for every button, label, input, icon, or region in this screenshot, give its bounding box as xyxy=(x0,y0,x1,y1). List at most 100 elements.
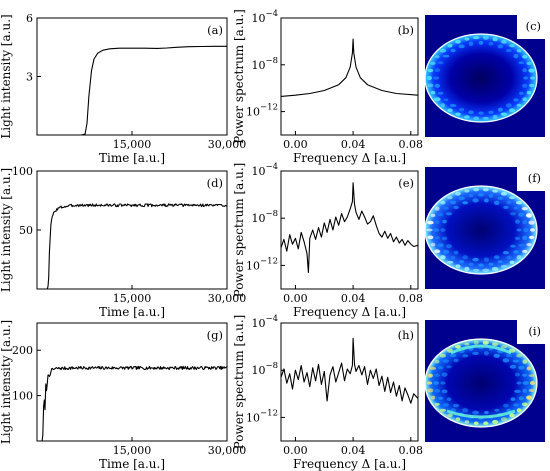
mode-speckle xyxy=(445,212,453,216)
mode-speckle xyxy=(500,345,508,349)
plot-frame xyxy=(36,322,228,442)
mode-speckle xyxy=(510,244,516,248)
mode-speckle xyxy=(447,413,453,418)
mode-speckle xyxy=(483,257,489,262)
mode-speckle xyxy=(427,235,434,240)
mode-speckle xyxy=(503,205,509,209)
mode-speckle xyxy=(522,373,528,377)
mode-speckle xyxy=(478,111,484,115)
mode-speckle xyxy=(447,196,453,200)
mode-speckle xyxy=(472,410,479,415)
mode-speckle xyxy=(435,220,440,224)
mode-speckle xyxy=(523,227,529,233)
mode-speckle xyxy=(523,76,529,80)
y-tick-label: 10−8 xyxy=(251,56,278,72)
mode-speckle xyxy=(492,419,499,424)
mode-speckle xyxy=(473,268,480,272)
mode-speckle xyxy=(525,213,533,218)
mode-speckle xyxy=(446,260,454,264)
mode-speckle xyxy=(473,340,479,345)
mode-speckle xyxy=(430,61,436,65)
mode-speckle xyxy=(434,236,440,240)
mode-speckle xyxy=(434,55,440,59)
mode-speckle xyxy=(429,366,437,370)
mode-speckle xyxy=(522,220,527,225)
mode-speckle xyxy=(459,107,465,112)
mode-speckle xyxy=(462,201,469,205)
panel-label: (b) xyxy=(398,23,414,37)
mode-speckle xyxy=(447,108,453,113)
plot-frame xyxy=(280,322,419,442)
mode-speckle xyxy=(446,365,452,369)
x-tick-label: 0.08 xyxy=(399,444,424,457)
mode-speckle xyxy=(443,206,449,210)
mode-speckle xyxy=(502,358,510,363)
cavity-boundary xyxy=(424,33,538,123)
mode-speckle xyxy=(500,417,508,422)
mode-speckle xyxy=(478,263,484,267)
mode-speckle xyxy=(488,110,494,115)
mode-speckle xyxy=(522,83,528,88)
mode-speckle xyxy=(522,359,528,364)
y-axis-label: Power spectrum [a.u.] xyxy=(232,315,246,450)
mode-speckle xyxy=(455,112,461,116)
map-corner xyxy=(517,15,545,39)
x-axis-label: Frequency Δ [a.u.] xyxy=(293,305,406,319)
mode-speckle xyxy=(515,201,523,205)
mode-speckle xyxy=(441,236,448,241)
mode-speckle xyxy=(484,410,489,415)
chart-a: 15,000 30,000 3 6 Time [a.u.] Light intensity… xyxy=(0,12,246,165)
mode-speckle xyxy=(453,250,459,255)
mode-speckle xyxy=(440,381,446,385)
mode-speckle xyxy=(437,61,444,65)
mode-speckle xyxy=(522,68,527,73)
mode-speckle xyxy=(427,83,434,88)
mode-speckle xyxy=(464,189,470,193)
mode-speckle xyxy=(455,417,461,422)
mode-speckle xyxy=(473,116,480,121)
mode-speckle xyxy=(440,103,446,108)
mode-speckle xyxy=(473,188,480,192)
x-tick-label: 0.04 xyxy=(341,292,366,305)
mode-speckle xyxy=(513,403,519,407)
y-tick-label: 10−8 xyxy=(251,209,278,225)
chart-g: 15,000 30,000 100 200 Time [a.u.] Light inten… xyxy=(0,320,246,471)
mode-speckle xyxy=(513,250,519,254)
mode-speckle xyxy=(494,255,500,260)
mode-speckle xyxy=(427,75,432,81)
mode-speckle xyxy=(483,421,489,426)
mode-speckle xyxy=(472,351,479,355)
mode-speckle xyxy=(437,366,444,370)
mode-speckle xyxy=(528,68,535,73)
mode-speckle xyxy=(494,200,500,205)
mode-speckle xyxy=(519,91,524,96)
mode-speckle xyxy=(494,408,500,412)
cavity-boundary xyxy=(424,185,538,275)
y-axis-label: Light intensity [a.u.] xyxy=(0,320,13,444)
mode-speckle xyxy=(430,213,436,217)
y-tick-label: 100 xyxy=(12,390,33,403)
mode-speckle xyxy=(482,268,490,272)
plot-frame xyxy=(36,17,228,136)
mode-speckle xyxy=(518,396,525,401)
mode-speckle xyxy=(506,200,512,205)
mode-speckle xyxy=(464,37,470,41)
mode-speckle xyxy=(468,262,474,266)
mode-speckle xyxy=(526,395,532,400)
mode-speckle xyxy=(503,403,509,408)
cavity-boundary xyxy=(424,338,538,428)
mode-speckle xyxy=(446,244,452,249)
mode-speckle xyxy=(482,340,489,345)
mode-speckle xyxy=(514,389,521,393)
panel-label: (e) xyxy=(398,176,414,190)
mode-speckle xyxy=(440,255,446,260)
series-line xyxy=(280,38,419,97)
cavity-field xyxy=(425,34,537,122)
mode-speckle xyxy=(434,402,440,406)
mode-speckle xyxy=(438,213,443,217)
cavity-field xyxy=(425,186,537,274)
mode-speckle xyxy=(515,219,520,224)
series-line xyxy=(37,365,228,442)
mode-speckle xyxy=(497,44,504,49)
mode-speckle xyxy=(510,212,516,216)
